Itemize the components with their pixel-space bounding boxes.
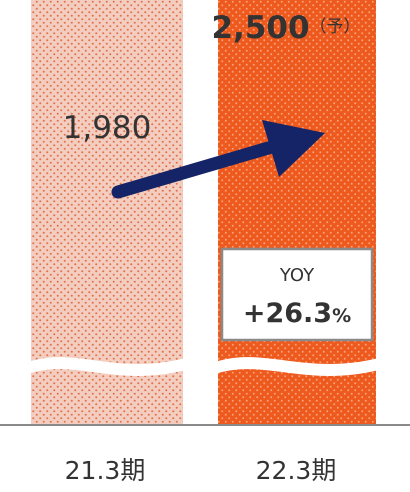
value-label-22-3-number: 2,500 bbox=[211, 10, 309, 46]
axis-break-21-3 bbox=[28, 357, 186, 376]
axis-break-22-3 bbox=[215, 357, 379, 376]
growth-arrow bbox=[111, 120, 325, 199]
category-label-22-3: 22.3期 bbox=[256, 456, 337, 485]
yoy-number: +26.3 bbox=[243, 298, 332, 329]
category-label-21-3: 21.3期 bbox=[65, 456, 146, 485]
yoy-unit: % bbox=[332, 305, 351, 327]
value-label-22-3: 2,500（予） bbox=[211, 10, 360, 46]
value-label-21-3: 1,980 bbox=[63, 110, 152, 146]
forecast-suffix: （予） bbox=[310, 17, 361, 37]
bar-21-3 bbox=[31, 0, 183, 425]
yoy-value: +26.3% bbox=[243, 298, 351, 329]
yoy-box: YOY +26.3% bbox=[220, 247, 374, 342]
yoy-label: YOY bbox=[279, 265, 315, 286]
